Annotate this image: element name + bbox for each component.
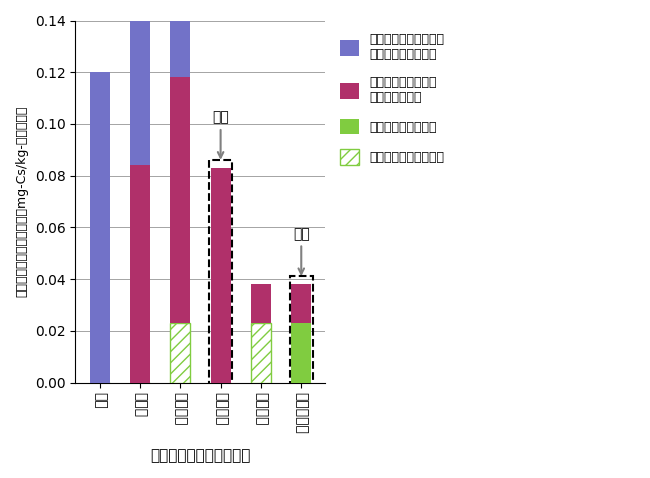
Bar bbox=[170, 0, 190, 77]
Text: 飛灰: 飛灰 bbox=[293, 227, 309, 274]
Bar bbox=[170, 77, 190, 323]
Legend: 都市ごみのセシウム量
（化学形態は多様）, 固体のセシウムアル
ミノシリケート, 固体の塩化セシウム, ガス状の塩化セシウム: 都市ごみのセシウム量 （化学形態は多様）, 固体のセシウムアル ミノシリケート,… bbox=[334, 27, 450, 171]
Bar bbox=[251, 323, 271, 382]
Bar bbox=[251, 284, 271, 323]
X-axis label: 都市ごみの焼却処理工程: 都市ごみの焼却処理工程 bbox=[150, 448, 251, 463]
Bar bbox=[130, 0, 150, 165]
Bar bbox=[130, 165, 150, 382]
Y-axis label: セシウム化合物の生成量（mg-Cs/kg-都市ごみ）: セシウム化合物の生成量（mg-Cs/kg-都市ごみ） bbox=[15, 106, 28, 297]
Bar bbox=[291, 323, 311, 382]
Bar bbox=[211, 168, 231, 382]
Bar bbox=[90, 72, 110, 382]
Text: 主灰: 主灰 bbox=[213, 110, 229, 158]
Bar bbox=[291, 284, 311, 323]
Bar bbox=[170, 323, 190, 382]
